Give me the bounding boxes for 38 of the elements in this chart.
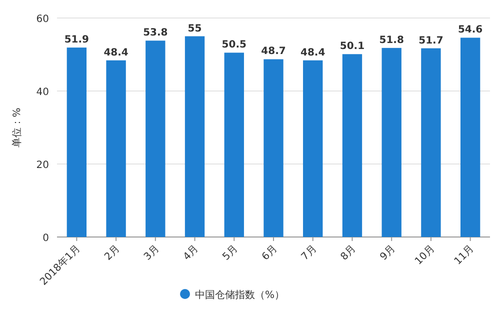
bar (421, 48, 441, 237)
bar (264, 59, 284, 237)
x-tick-label: 5月 (220, 243, 240, 263)
bar (303, 60, 323, 237)
bar (460, 38, 480, 237)
data-label: 51.7 (418, 35, 444, 46)
x-tick-label: 8月 (338, 243, 358, 263)
bar (382, 48, 402, 237)
x-tick-label: 4月 (182, 243, 201, 263)
x-tick-label: 7月 (300, 243, 319, 263)
data-label: 48.7 (261, 46, 286, 58)
data-label: 53.8 (143, 28, 168, 39)
data-label: 50.5 (222, 40, 247, 51)
bar (146, 40, 166, 237)
x-tick-label: 11月 (452, 243, 476, 268)
data-label: 54.6 (458, 24, 483, 36)
x-tick-label: 2月 (102, 243, 122, 263)
data-label: 55 (188, 23, 202, 34)
bar (184, 36, 205, 237)
data-label: 48.4 (104, 47, 128, 58)
data-label: 50.1 (340, 41, 365, 52)
x-tick-label: 10月 (413, 243, 438, 268)
x-tick-label: 3月 (142, 243, 162, 263)
bar (106, 60, 126, 237)
y-axis-title: 单位：% (11, 108, 23, 148)
y-tick-label: 0 (42, 233, 49, 244)
data-label: 48.4 (300, 47, 326, 58)
y-tick-label: 60 (36, 14, 49, 25)
data-label: 51.9 (64, 34, 90, 46)
y-tick-label: 40 (36, 87, 49, 98)
y-tick-label: 20 (36, 160, 49, 171)
legend-label: 中国仓储指数（%） (195, 289, 285, 301)
data-label: 51.8 (379, 34, 404, 46)
bar (224, 52, 244, 237)
x-tick-label: 6月 (260, 243, 280, 263)
x-tick-label: 9月 (378, 243, 398, 263)
bar (66, 48, 87, 237)
bar (342, 54, 362, 237)
